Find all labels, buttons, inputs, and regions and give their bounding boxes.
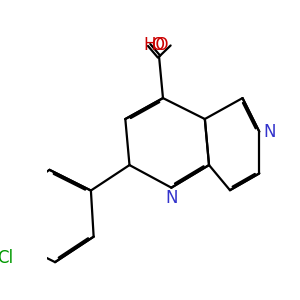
Text: Cl: Cl bbox=[0, 249, 14, 267]
Text: HO: HO bbox=[143, 37, 169, 55]
Text: N: N bbox=[263, 123, 275, 141]
Text: N: N bbox=[165, 189, 178, 207]
Text: O: O bbox=[151, 36, 164, 54]
